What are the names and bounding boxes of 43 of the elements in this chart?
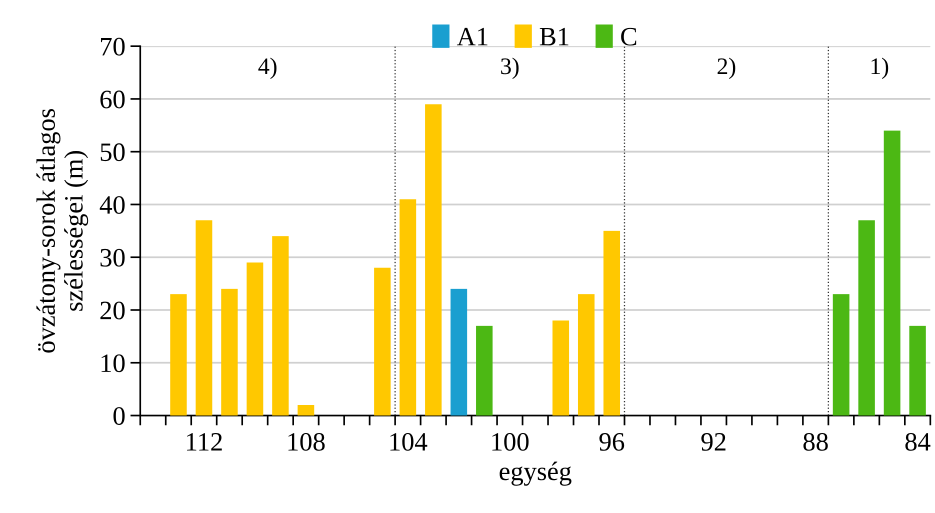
- legend-label: C: [621, 28, 636, 46]
- bar: [170, 294, 187, 416]
- bar: [884, 130, 900, 416]
- legend-label: B1: [540, 28, 568, 46]
- x-tick-label: 84: [905, 432, 930, 451]
- y-axis-title: övzátony-sorok átlagos szélességei (m): [36, 109, 88, 353]
- bar: [450, 288, 468, 416]
- y-tick-label: 40: [100, 196, 125, 214]
- bar: [196, 220, 212, 416]
- y-tick-label: 30: [100, 248, 125, 267]
- y-tick-label: 0: [113, 407, 125, 425]
- bar: [298, 404, 314, 416]
- y-tick-label: 10: [102, 354, 125, 372]
- x-tick-label: 96: [599, 433, 624, 451]
- x-tick-label: 112: [186, 433, 222, 451]
- bar: [425, 104, 442, 416]
- annotation: 2): [718, 58, 736, 80]
- bar: [221, 288, 238, 416]
- annotation: 1): [872, 58, 888, 80]
- bar: [374, 268, 391, 416]
- bar: [603, 230, 620, 416]
- annotation: 4): [258, 58, 276, 80]
- x-tick-label: 100: [492, 432, 529, 451]
- x-tick-label: 104: [390, 432, 428, 451]
- bar: [552, 320, 570, 416]
- bar: [476, 326, 493, 416]
- x-axis-title: egység: [500, 462, 572, 486]
- y-tick-label: 20: [100, 302, 125, 320]
- x-tick-label: 88: [803, 432, 828, 451]
- x-tick-label: 108: [288, 432, 325, 451]
- legend-label: A1: [456, 28, 488, 46]
- bar: [909, 326, 926, 416]
- bar: [246, 262, 264, 416]
- bar: [272, 236, 289, 416]
- y-tick-label: 70: [101, 38, 125, 56]
- bar: [578, 294, 595, 416]
- bar: [858, 220, 875, 416]
- bar: [400, 199, 416, 416]
- x-tick-label: 92: [701, 433, 726, 451]
- y-tick-label: 50: [100, 143, 125, 162]
- annotation: 3): [501, 58, 519, 80]
- y-tick-label: 60: [100, 90, 125, 108]
- bar: [832, 294, 850, 416]
